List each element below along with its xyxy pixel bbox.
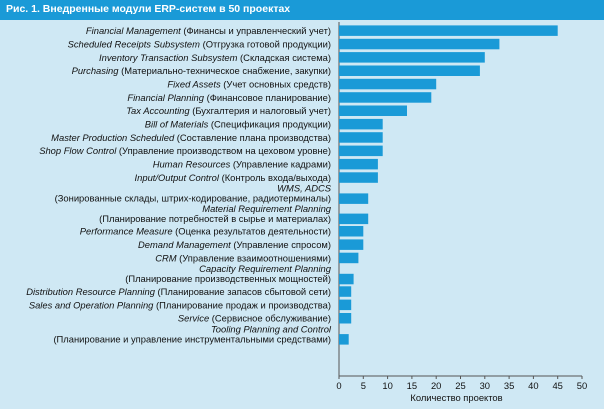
category-label: (Планирование и управление инструменталь… [53, 333, 331, 344]
bar [339, 286, 352, 297]
bar [339, 158, 378, 170]
category-label: Fixed Assets (Учет основных средств) [167, 79, 331, 90]
category-label: Scheduled Receipts Subsystem (Отгрузка г… [68, 38, 331, 49]
category-label: Capacity Requirement Planning [199, 263, 332, 274]
category-label: Material Requirement Planning [202, 203, 332, 214]
bar [339, 78, 437, 90]
bar [339, 334, 349, 345]
bar [339, 118, 383, 130]
category-label: (Планирование потребностей в сырье и мат… [99, 213, 331, 224]
bar [339, 105, 407, 116]
title-bar: Рис. 1. Внедренные модули ERP-систем в 5… [0, 0, 604, 20]
x-tick-label: 0 [336, 380, 341, 391]
category-label: Inventory Transaction Subsystem (Складск… [99, 52, 331, 63]
category-label: Tax Accounting (Бухгалтерия и налоговый … [126, 105, 331, 116]
bar [339, 226, 364, 237]
bar [339, 252, 359, 264]
bar [339, 38, 500, 50]
bar [339, 145, 383, 157]
chart-title: Рис. 1. Внедренные модули ERP-систем в 5… [6, 3, 291, 15]
category-label: Service (Сервисное обслуживание) [178, 313, 331, 324]
category-label: Sales and Operation Planning (Планирован… [29, 299, 331, 310]
x-tick-label: 20 [431, 380, 441, 391]
category-label: Financial Management (Финансы и управлен… [86, 25, 331, 36]
bar [339, 213, 369, 225]
bar [339, 299, 352, 311]
bar [339, 92, 432, 103]
category-label: Performance Measure (Оценка результатов … [80, 226, 331, 237]
x-tick-label: 5 [361, 380, 366, 391]
x-tick-label: 15 [407, 380, 417, 391]
bar [339, 172, 378, 183]
x-tick-label: 35 [504, 380, 514, 391]
bar [339, 273, 354, 285]
category-label: (Зонированные склады, штрих-кодирование,… [55, 193, 331, 204]
bar [339, 132, 383, 143]
x-tick-label: 50 [577, 380, 587, 391]
category-label: Bill of Materials (Спецификация продукци… [145, 119, 331, 130]
category-label: Purchasing (Материально-техническое снаб… [72, 65, 331, 76]
category-label: Financial Planning (Финансовое планирова… [127, 92, 331, 103]
x-tick-label: 10 [382, 380, 392, 391]
x-tick-label: 30 [480, 380, 490, 391]
category-label: Distribution Resource Planning (Планиров… [26, 286, 331, 297]
category-label: (Планирование производственных мощностей… [125, 273, 331, 284]
bar [339, 52, 485, 63]
category-label: Demand Management (Управление спросом) [138, 239, 331, 250]
x-tick-label: 25 [455, 380, 465, 391]
category-label: Shop Flow Control (Управление производст… [39, 145, 331, 156]
x-tick-label: 40 [528, 380, 538, 391]
category-label: Human Resources (Управление кадрами) [153, 159, 331, 170]
bar [339, 313, 352, 324]
category-label: CRM (Управление взаимоотношениями) [155, 252, 331, 263]
x-axis-title: Количество проектов [410, 392, 502, 403]
bar [339, 193, 369, 204]
bar [339, 239, 364, 250]
category-label: WMS, ADCS [277, 183, 332, 194]
bar [339, 65, 480, 76]
category-label: Master Production Scheduled (Составление… [51, 132, 331, 143]
x-tick-label: 45 [552, 380, 562, 391]
bar [339, 25, 558, 36]
category-label: Input/Output Control (Контроль входа/вых… [135, 172, 331, 183]
category-label: Tooling Planning and Control [211, 323, 332, 334]
